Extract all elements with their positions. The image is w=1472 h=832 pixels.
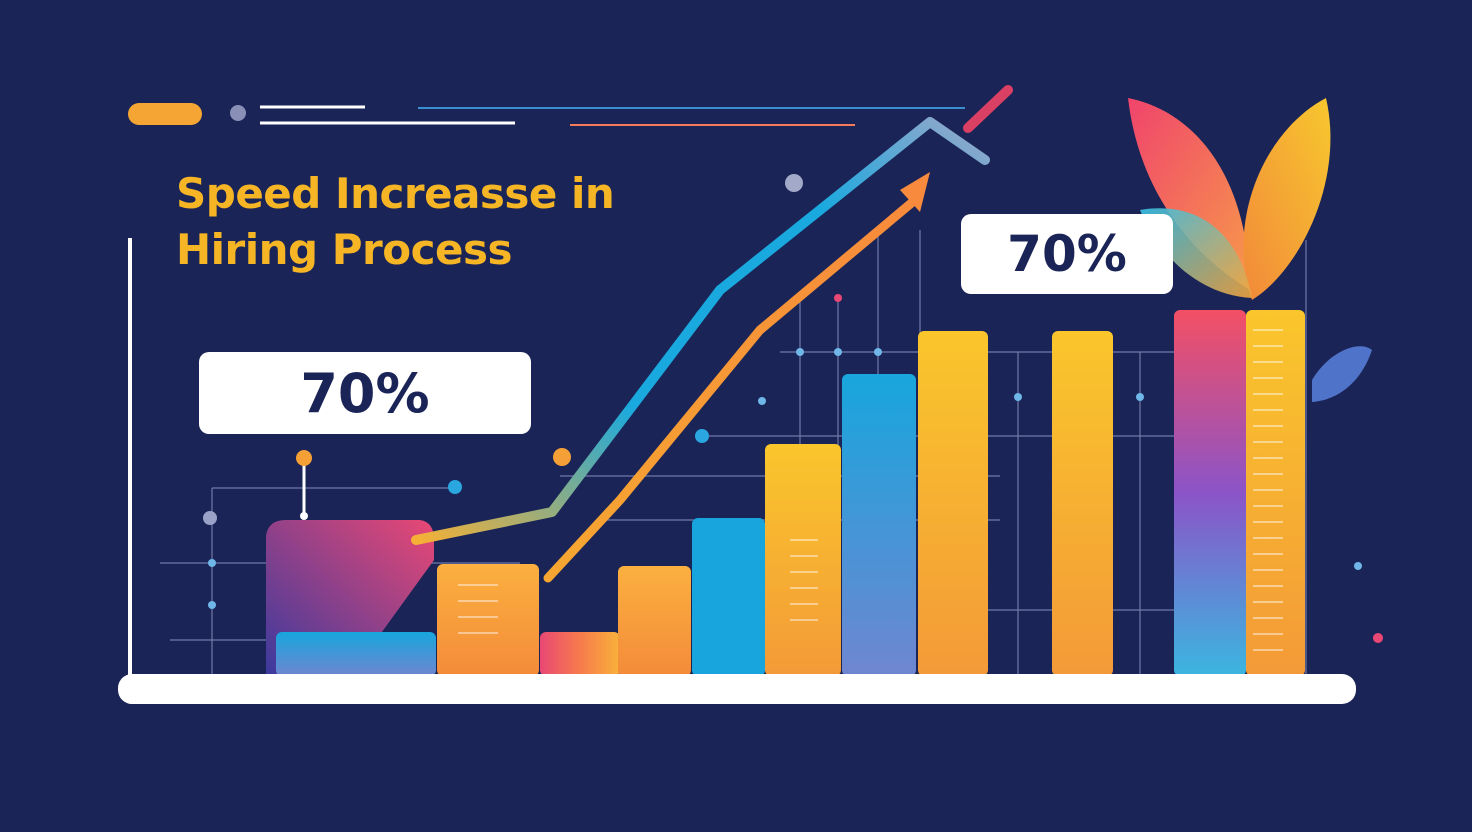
bar-2 bbox=[437, 564, 539, 676]
decor-dot bbox=[834, 294, 842, 302]
callout-pin bbox=[296, 450, 312, 466]
decor-dot bbox=[695, 429, 709, 443]
bar-11 bbox=[1246, 310, 1305, 676]
bar-10 bbox=[1174, 310, 1246, 676]
bar-7 bbox=[842, 374, 916, 676]
decor-dot bbox=[448, 480, 462, 494]
bar-1 bbox=[276, 632, 436, 676]
chart-title: Speed Increasse in Hiring Process bbox=[176, 166, 615, 278]
percent-callout-right: 70% bbox=[961, 214, 1173, 294]
bar-6 bbox=[765, 444, 841, 676]
decor-dot bbox=[230, 105, 246, 121]
percent-callout-left: 70% bbox=[199, 352, 531, 434]
title-line-2: Hiring Process bbox=[176, 225, 512, 274]
chart-platform bbox=[118, 674, 1356, 704]
bar-8 bbox=[918, 331, 988, 676]
bar-3 bbox=[540, 632, 620, 676]
decor-dot bbox=[553, 448, 571, 466]
grid-dots bbox=[208, 348, 1362, 609]
decor-dot bbox=[1373, 633, 1383, 643]
bar-4 bbox=[618, 566, 691, 676]
trend-arrow-orange bbox=[543, 195, 920, 583]
bar-9 bbox=[1052, 331, 1113, 676]
decor-dot bbox=[203, 511, 217, 525]
decor-dot bbox=[785, 174, 803, 192]
trend-arrow-tip bbox=[963, 85, 1013, 133]
decor-pill bbox=[128, 103, 202, 125]
trend-arrow-head bbox=[900, 172, 930, 212]
trend-arrow-blue bbox=[411, 117, 990, 545]
bars bbox=[266, 310, 1305, 676]
callout-pin-base bbox=[300, 512, 308, 520]
title-line-1: Speed Increasse in bbox=[176, 169, 615, 218]
bar-5 bbox=[692, 518, 765, 676]
